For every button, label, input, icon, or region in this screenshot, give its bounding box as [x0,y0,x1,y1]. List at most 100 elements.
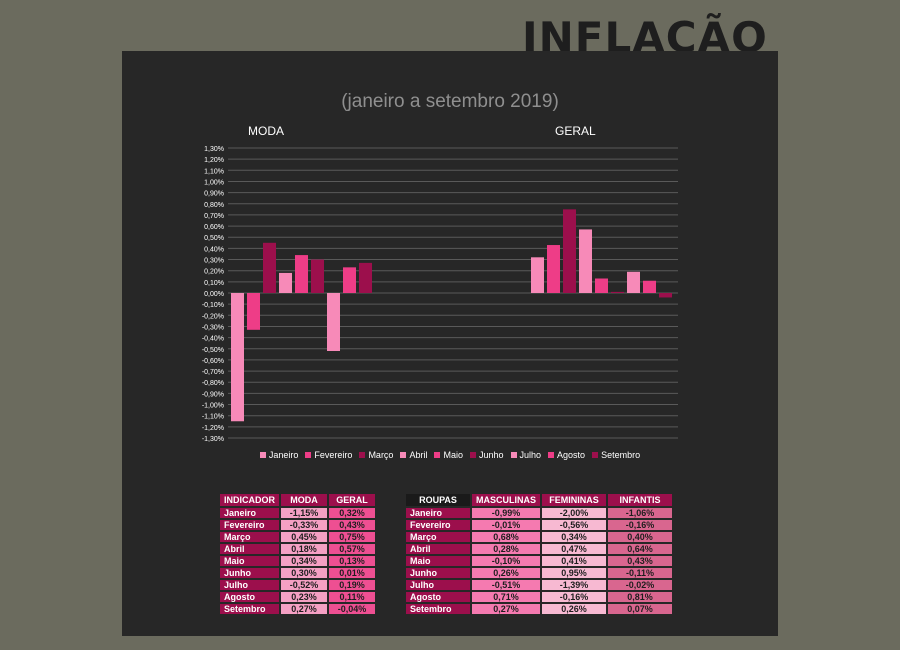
table-cell: 0,43% [329,520,375,530]
legend-label: Julho [519,450,542,460]
table-cell: -0,11% [608,568,672,578]
legend-label: Fevereiro [314,450,353,460]
table-cell: 0,26% [472,568,540,578]
table-row: Fevereiro -0,33% 0,43% [220,520,375,530]
table-row: Abril 0,28% 0,47% 0,64% [406,544,672,554]
table-row: Fevereiro -0,01% -0,56% -0,16% [406,520,672,530]
table-row: Maio 0,34% 0,13% [220,556,375,566]
table-row: Julho -0,51% -1,39% -0,02% [406,580,672,590]
table-cell: 0,41% [542,556,606,566]
bar-geral-setembro [659,293,672,298]
legend-label: Agosto [557,450,586,460]
column-header: MASCULINAS [472,494,540,506]
legend-swatch [359,452,366,458]
legend-item: Maio [434,450,463,460]
bar-moda-março [263,242,276,293]
bar-moda-fevereiro [247,293,260,330]
table-cell: -0,52% [281,580,327,590]
y-tick-label: -0,40% [202,336,224,343]
table-cell: -0,16% [608,520,672,530]
row-label: Janeiro [220,508,279,518]
table-cell: 0,32% [329,508,375,518]
table-cell: 0,34% [542,532,606,542]
row-label: Abril [220,544,279,554]
row-label: Fevereiro [220,520,279,530]
row-label: Setembro [406,604,470,614]
table-row: Setembro 0,27% 0,26% 0,07% [406,604,672,614]
bar-moda-janeiro [231,293,244,422]
row-label: Janeiro [406,508,470,518]
legend-label: Maio [443,450,463,460]
table-cell: 0,34% [281,556,327,566]
table-cell: 0,95% [542,568,606,578]
legend-item: Fevereiro [305,450,352,460]
y-tick-label: -1,10% [202,414,224,421]
legend-label: Janeiro [268,450,299,460]
table-cell: 0,28% [472,544,540,554]
table-cell: 0,18% [281,544,327,554]
y-tick-label: 0,30% [204,258,224,265]
row-label: Agosto [406,592,470,602]
bar-moda-junho [311,259,324,293]
y-tick-label: 0,00% [204,291,224,298]
bar-geral-janeiro [531,257,544,293]
column-header: FEMININAS [542,494,606,506]
y-tick-label: 0,40% [204,246,224,253]
legend-item: Junho [469,450,504,460]
legend-swatch [510,452,517,458]
table-cell: -1,15% [281,508,327,518]
legend-item: Abril [400,450,427,460]
y-tick-label: -0,70% [202,369,224,376]
bar-moda-agosto [343,267,356,293]
column-header: GERAL [329,494,375,506]
table-row: Junho 0,30% 0,01% [220,568,375,578]
row-label: Agosto [220,592,279,602]
y-tick-label: 1,00% [204,179,224,186]
table-cell: -0,10% [472,556,540,566]
table-cell: 0,11% [329,592,375,602]
table-cell: -2,00% [542,508,606,518]
legend-swatch [400,452,407,458]
y-tick-label: -0,30% [202,324,224,331]
legend-swatch [548,452,555,458]
table-cell: 0,30% [281,568,327,578]
table-row: Junho 0,26% 0,95% -0,11% [406,568,672,578]
table-cell: -0,01% [472,520,540,530]
y-tick-label: -1,00% [202,403,224,410]
table-row: Abril 0,18% 0,57% [220,544,375,554]
column-header: INDICADOR [220,494,279,506]
table-row: Março 0,68% 0,34% 0,40% [406,532,672,542]
chart-subtitle: (janeiro a setembro 2019) [341,91,559,112]
table-cell: 0,57% [329,544,375,554]
bar-moda-abril [279,272,292,293]
chart-panel: (janeiro a setembro 2019) MODA GERAL 1,3… [122,51,778,636]
table-indicador: INDICADOR MODA GERAL Janeiro -1,15% 0,32% Fev… [218,492,377,616]
y-tick-label: -1,30% [202,436,224,443]
table-roupas: ROUPAS MASCULINAS FEMININAS INFANTIS Janeir… [404,492,674,616]
y-tick-label: -0,80% [202,380,224,387]
group-label-geral: GERAL [555,124,596,138]
table-cell: -0,51% [472,580,540,590]
bar-geral-agosto [643,280,656,293]
legend-label: Abril [409,450,428,460]
table-cell: 0,43% [608,556,672,566]
table-cell: 0,07% [608,604,672,614]
bar-geral-junho [611,291,624,293]
row-label: Maio [406,556,470,566]
row-label: Abril [406,544,470,554]
table-cell: 0,64% [608,544,672,554]
row-label: Março [220,532,279,542]
bar-geral-julho [627,271,640,293]
legend-item: Agosto [548,450,585,460]
table-cell: -0,56% [542,520,606,530]
legend-item: Janeiro [259,450,299,460]
table-cell: -1,06% [608,508,672,518]
table-cell: 0,27% [281,604,327,614]
table-row: Agosto 0,71% -0,16% 0,81% [406,592,672,602]
y-tick-label: 0,50% [204,235,224,242]
legend-label: Março [368,450,394,460]
bar-geral-fevereiro [547,245,560,293]
row-label: Junho [220,568,279,578]
table-cell: -0,99% [472,508,540,518]
legend-swatch [259,452,266,458]
